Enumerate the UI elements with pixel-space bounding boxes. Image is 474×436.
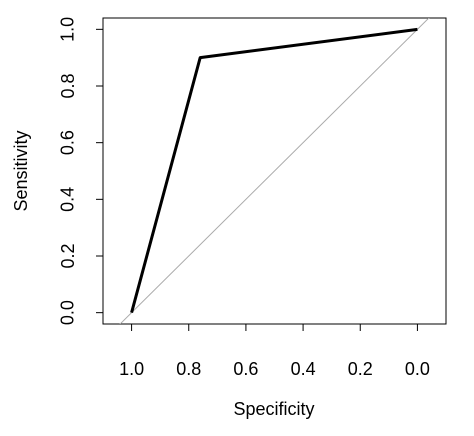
y-tick-label: 0.0	[58, 300, 78, 325]
x-tick-label: 0.2	[348, 359, 373, 379]
y-axis-label: Sensitivity	[11, 130, 31, 211]
x-tick-label: 0.4	[291, 359, 316, 379]
x-tick-label: 0.0	[405, 359, 430, 379]
x-tick-label: 0.8	[176, 359, 201, 379]
y-tick-label: 0.8	[58, 73, 78, 98]
y-tick-label: 0.6	[58, 130, 78, 155]
roc-curve	[130, 27, 418, 314]
reference-diagonal	[119, 18, 430, 324]
x-tick-label: 0.6	[233, 359, 258, 379]
y-tick-label: 1.0	[58, 17, 78, 42]
x-tick-label: 1.0	[119, 359, 144, 379]
plot-frame	[102, 17, 447, 325]
y-tick-label: 0.4	[58, 187, 78, 212]
x-axis-label: Specificity	[233, 399, 314, 419]
y-tick-label: 0.2	[58, 243, 78, 268]
